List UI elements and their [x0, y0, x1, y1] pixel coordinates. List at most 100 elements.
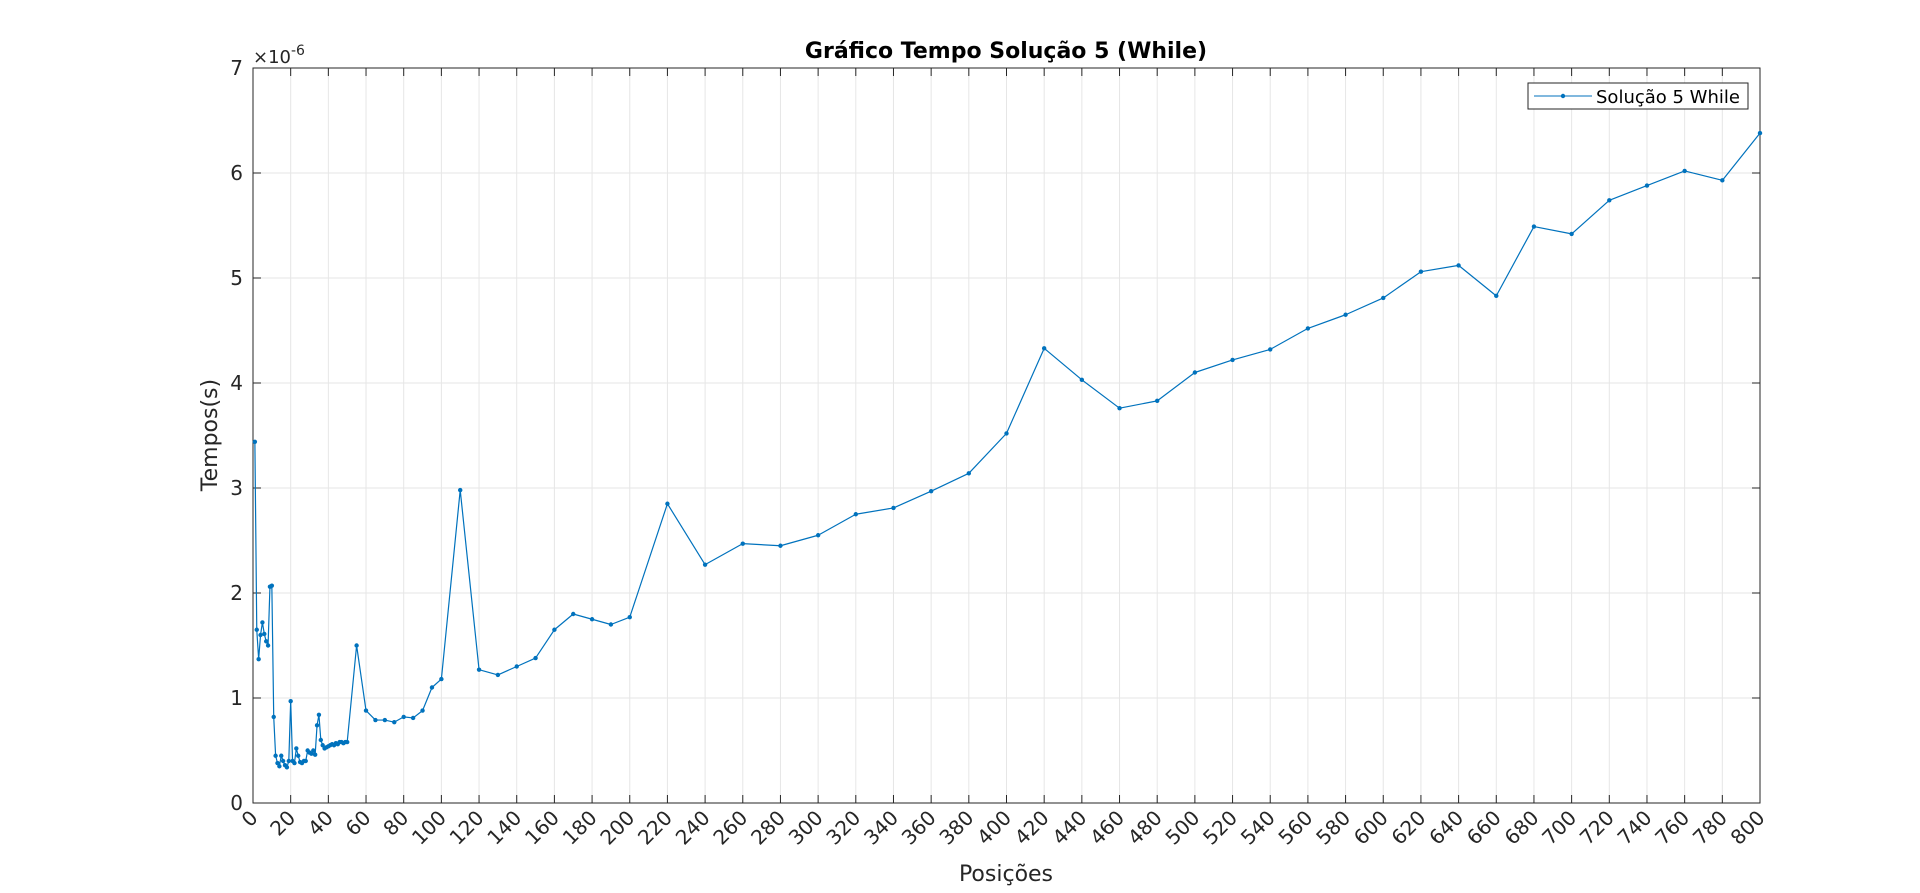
x-tick-label: 740 [1613, 806, 1657, 850]
data-point [1268, 347, 1273, 352]
x-tick-label: 680 [1500, 806, 1544, 850]
data-point [778, 543, 783, 548]
data-point [344, 739, 350, 745]
x-tick-label: 380 [934, 806, 978, 850]
data-point [1004, 431, 1009, 436]
chart-title: Gráfico Tempo Solução 5 (While) [805, 39, 1207, 64]
x-tick-label: 120 [445, 806, 489, 850]
data-point [702, 562, 708, 567]
data-point [1041, 346, 1047, 351]
y-tick-label: 6 [230, 161, 243, 185]
data-point [262, 631, 267, 637]
legend-label: Solução 5 While [1596, 87, 1740, 108]
data-point [1192, 370, 1198, 375]
svg-text:×10-6: ×10-6 [253, 43, 305, 68]
x-tick-label: 80 [378, 806, 413, 841]
series-layer [252, 130, 1763, 770]
data-point [891, 505, 896, 511]
x-tick-label: 240 [671, 806, 715, 850]
data-point [514, 664, 519, 669]
data-point [439, 676, 444, 682]
data-point [1644, 183, 1650, 188]
data-point [1607, 198, 1612, 203]
data-point [627, 614, 632, 620]
data-point [1569, 231, 1574, 237]
x-tick-label: 620 [1386, 806, 1430, 850]
x-tick-label: 280 [746, 806, 790, 850]
data-point [608, 622, 614, 627]
data-point [928, 488, 934, 494]
x-tick-label: 460 [1085, 806, 1129, 850]
x-tick-label: 800 [1726, 806, 1770, 850]
data-point [552, 627, 557, 632]
data-point [1343, 312, 1348, 317]
data-point [263, 639, 269, 644]
data-point [1418, 269, 1424, 274]
data-point [533, 655, 538, 661]
x-tick-label: 20 [265, 806, 300, 841]
x-tick-label: 140 [482, 806, 526, 850]
data-point [292, 760, 297, 766]
data-point [1494, 293, 1499, 299]
x-tick-label: 600 [1349, 806, 1393, 850]
data-point [1230, 357, 1235, 363]
data-point [665, 501, 670, 506]
data-point [589, 617, 595, 622]
x-tick-label: 100 [407, 806, 451, 850]
x-tick-label: 720 [1575, 806, 1619, 850]
data-point [1456, 263, 1461, 268]
data-point [256, 656, 261, 662]
data-point [363, 708, 369, 713]
x-tick-label: 780 [1688, 806, 1732, 850]
y-exponent-power: -6 [291, 43, 305, 59]
x-tick-label: 180 [558, 806, 602, 850]
data-point [312, 752, 318, 757]
data-point [476, 667, 482, 672]
data-point [252, 439, 258, 444]
data-point [373, 717, 378, 723]
data-point [311, 748, 316, 753]
data-point [1155, 398, 1160, 404]
x-tick-label: 40 [303, 806, 338, 841]
x-tick-label: 640 [1424, 806, 1468, 850]
y-tick-label: 5 [230, 266, 243, 290]
x-tick-label: 340 [859, 806, 903, 850]
data-point [260, 620, 265, 625]
y-axis-label: Tempos(s) [198, 379, 223, 492]
x-tick-label: 300 [784, 806, 828, 850]
x-tick-label: 560 [1273, 806, 1317, 850]
x-tick-label: 520 [1198, 806, 1242, 850]
data-point [279, 753, 284, 758]
data-point [1757, 130, 1763, 136]
x-tick-label: 200 [595, 806, 639, 850]
data-point [1381, 295, 1386, 301]
legend-marker-sample [1560, 93, 1566, 99]
y-tick-label: 2 [230, 581, 243, 605]
x-tick-label: 500 [1160, 806, 1204, 850]
data-point [314, 723, 320, 728]
x-tick-label: 160 [520, 806, 564, 850]
x-axis-label: Posições [959, 862, 1053, 887]
data-point [280, 758, 286, 764]
x-tick-label: 420 [1010, 806, 1054, 850]
data-point [296, 753, 301, 758]
data-point [815, 533, 821, 538]
data-point [265, 643, 271, 648]
data-point [284, 765, 290, 770]
y-exponent-label: ×10-6 [253, 43, 305, 68]
x-tick-label: 60 [341, 806, 376, 841]
x-tick-label: 400 [972, 806, 1016, 850]
data-point [1720, 178, 1725, 183]
data-point [254, 627, 259, 632]
data-point [1305, 326, 1311, 331]
data-point [1117, 406, 1122, 411]
x-tick-label: 320 [821, 806, 865, 850]
data-point [458, 487, 463, 493]
x-tick-label: 260 [708, 806, 752, 850]
data-point [288, 698, 293, 704]
x-tick-label: 760 [1650, 806, 1694, 850]
data-point [303, 758, 308, 764]
data-point [294, 746, 299, 751]
data-point [420, 708, 425, 713]
